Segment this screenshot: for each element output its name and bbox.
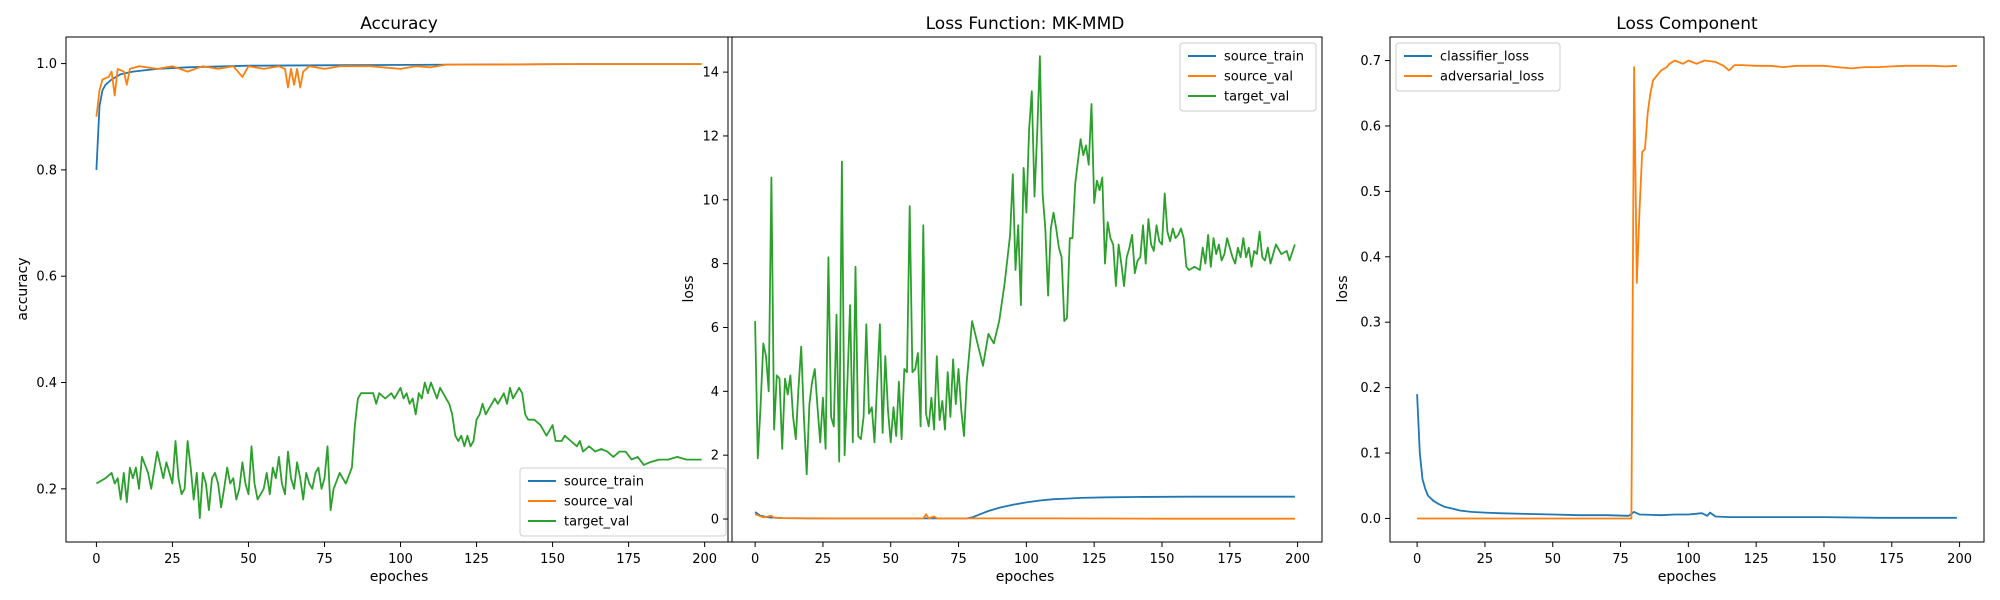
- y-tick-label: 2: [711, 449, 719, 464]
- x-ticks: 0 25 50 75 100 125 150 175 200: [751, 542, 1310, 567]
- legend: classifier_loss adversarial_loss: [1395, 42, 1561, 92]
- x-ticks: 0 25 50 75 100 125 150 175 200: [1413, 542, 1972, 567]
- legend: source_train source_val target_val: [1179, 42, 1317, 112]
- x-tick-label: 100: [388, 552, 413, 567]
- legend-entry: classifier_loss: [1440, 50, 1529, 65]
- x-ticks: 0 25 50 75 100 125 150 175 200: [92, 542, 717, 567]
- x-tick-label: 100: [1676, 552, 1701, 567]
- y-axis-label: loss: [1335, 275, 1351, 302]
- chart-title: Accuracy: [360, 14, 438, 34]
- y-ticks: 0.2 0.4 0.6 0.8 1.0: [36, 57, 66, 497]
- y-tick-label: 0.2: [36, 482, 57, 497]
- plot-area-frame: [65, 36, 733, 543]
- y-tick-label: 12: [702, 129, 719, 144]
- x-tick-label: 150: [540, 552, 565, 567]
- legend-entry: source_train: [564, 475, 644, 490]
- plot-area-frame: [1389, 36, 1985, 543]
- x-tick-label: 175: [616, 552, 641, 567]
- legend-entry: source_val: [564, 495, 633, 510]
- y-tick-label: 0.1: [1360, 447, 1381, 462]
- y-tick-label: 10: [702, 193, 719, 208]
- x-tick-label: 25: [815, 552, 832, 567]
- legend-entry: source_val: [1224, 70, 1293, 85]
- series-line-target-val: [754, 55, 1296, 476]
- chart-loss-component: Loss Component epoches loss 0 25 50 75 100 12…: [1335, 14, 1985, 585]
- x-tick-label: 200: [692, 552, 717, 567]
- x-tick-label: 200: [1285, 552, 1310, 567]
- series-line-adversarial-loss: [1417, 59, 1957, 520]
- y-tick-label: 0.6: [1360, 119, 1381, 134]
- x-tick-label: 75: [316, 552, 333, 567]
- y-tick-label: 8: [711, 257, 719, 272]
- x-tick-label: 25: [1477, 552, 1494, 567]
- legend-entry: source_train: [1224, 50, 1304, 65]
- chart-accuracy: Accuracy epoches accuracy 0 25 50 75 100 125 1…: [15, 14, 733, 585]
- x-tick-label: 150: [1150, 552, 1175, 567]
- x-tick-label: 175: [1879, 552, 1904, 567]
- legend-entry: adversarial_loss: [1440, 70, 1544, 85]
- y-tick-label: 1.0: [36, 57, 57, 72]
- x-tick-label: 25: [164, 552, 181, 567]
- legend-box: [1395, 42, 1561, 92]
- y-tick-label: 14: [702, 66, 719, 81]
- y-tick-label: 6: [711, 321, 719, 336]
- series-lines: [95, 63, 702, 519]
- x-axis-label: epoches: [370, 569, 429, 585]
- chart-title: Loss Component: [1616, 14, 1758, 34]
- legend-entry: target_val: [1224, 90, 1289, 105]
- x-tick-label: 0: [751, 552, 759, 567]
- x-tick-label: 125: [1744, 552, 1769, 567]
- y-tick-label: 0.0: [1360, 512, 1381, 527]
- x-tick-label: 200: [1947, 552, 1972, 567]
- series-lines: [754, 55, 1296, 520]
- y-axis-label: accuracy: [15, 257, 31, 320]
- legend-entry: target_val: [564, 515, 629, 530]
- y-tick-label: 0.7: [1360, 54, 1381, 69]
- x-tick-label: 0: [1413, 552, 1421, 567]
- series-line-classifier-loss: [1416, 394, 1957, 519]
- y-tick-label: 0.2: [1360, 381, 1381, 396]
- y-tick-label: 0.6: [36, 270, 57, 285]
- x-tick-label: 50: [1544, 552, 1561, 567]
- y-tick-label: 0: [711, 513, 719, 528]
- chart-title: Loss Function: MK-MMD: [926, 14, 1125, 34]
- y-tick-label: 4: [711, 385, 719, 400]
- series-line-source-val: [754, 513, 1295, 520]
- series-lines: [1416, 59, 1957, 520]
- y-axis-label: loss: [681, 275, 697, 302]
- x-tick-label: 150: [1812, 552, 1837, 567]
- x-tick-label: 75: [950, 552, 967, 567]
- series-line-target-val: [95, 381, 702, 519]
- x-tick-label: 175: [1217, 552, 1242, 567]
- y-tick-label: 0.4: [1360, 250, 1381, 265]
- x-tick-label: 100: [1014, 552, 1039, 567]
- x-tick-label: 0: [92, 552, 100, 567]
- y-ticks: 0 2 4 6 8 10 12 14: [702, 66, 728, 528]
- y-tick-label: 0.5: [1360, 185, 1381, 200]
- x-tick-label: 125: [1082, 552, 1107, 567]
- y-tick-label: 0.3: [1360, 316, 1381, 331]
- legend: source_train source_val target_val: [519, 467, 727, 537]
- x-tick-label: 125: [464, 552, 489, 567]
- x-axis-label: epoches: [1658, 569, 1717, 585]
- chart-loss-mk-mmd: Loss Function: MK-MMD epoches loss 0 25 50…: [681, 14, 1323, 585]
- y-tick-label: 0.8: [36, 163, 57, 178]
- y-ticks: 0.0 0.1 0.2 0.3 0.4 0.5 0.6 0.7: [1360, 54, 1390, 527]
- x-tick-label: 75: [1612, 552, 1629, 567]
- x-tick-label: 50: [240, 552, 257, 567]
- y-tick-label: 0.4: [36, 376, 57, 391]
- legend-box: [519, 467, 727, 537]
- x-axis-label: epoches: [996, 569, 1055, 585]
- series-line-source-val: [95, 63, 702, 117]
- legend-box: [1179, 42, 1317, 112]
- x-tick-label: 50: [882, 552, 899, 567]
- plot-area-frame: [727, 36, 1323, 543]
